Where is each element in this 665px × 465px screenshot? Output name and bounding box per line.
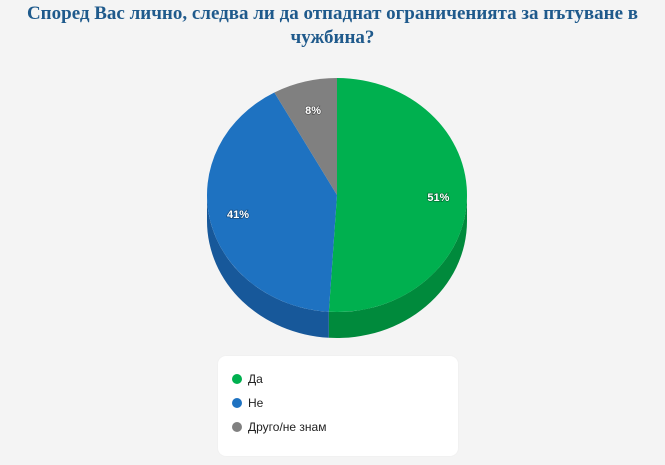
legend: Да Не Друго/не знам [218, 356, 458, 456]
legend-label-ne: Не [248, 396, 264, 410]
pie-chart: 51% 41% 8% [206, 78, 468, 338]
slice-da[interactable] [328, 78, 467, 312]
slice-ne[interactable] [206, 92, 337, 312]
legend-item-da[interactable]: Да [232, 372, 263, 386]
slice-ne-label: 41% [227, 209, 249, 221]
slice-da-label: 51% [427, 192, 449, 204]
legend-marker-ne [232, 398, 242, 408]
slice-drugo-label: 8% [305, 105, 321, 117]
chart-title: Според Вас лично, следва ли да отпаднат … [26, 3, 639, 48]
legend-item-drugo[interactable]: Друго/не знам [232, 420, 326, 434]
legend-label-drugo: Друго/не знам [248, 420, 327, 434]
legend-label-da: Да [248, 372, 263, 386]
legend-item-ne[interactable]: Не [232, 396, 263, 410]
slice-drugo[interactable] [274, 78, 337, 195]
legend-marker-drugo [232, 422, 242, 432]
legend-marker-da [232, 374, 242, 384]
slice-da-side [328, 195, 468, 338]
slice-ne-side [207, 195, 329, 338]
